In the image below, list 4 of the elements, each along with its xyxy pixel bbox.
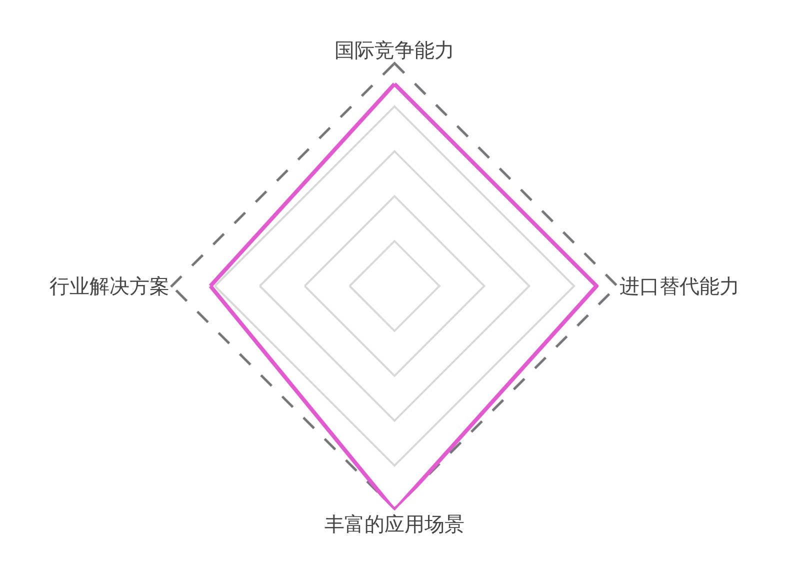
spoke-label: 丰富的应用场景 xyxy=(324,512,464,536)
spoke-label: 进口替代能力 xyxy=(620,274,740,298)
spoke-label: 国际竞争能力 xyxy=(334,38,454,62)
spoke-label: 行业解决方案 xyxy=(50,274,170,298)
